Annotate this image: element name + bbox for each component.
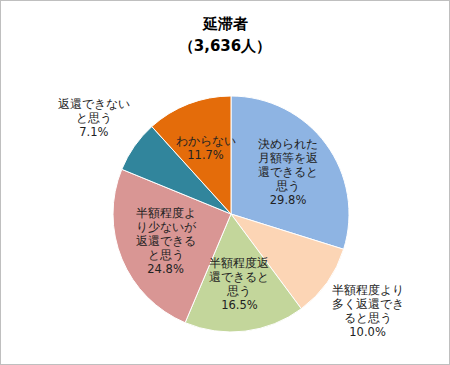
svg-text:半額程度より多く返還できると思う10.0%: 半額程度より多く返還できると思う10.0%	[332, 283, 404, 339]
html-text:（3,636人）: （3,636人）	[178, 37, 272, 55]
svg-text:わからない11.7%: わからない11.7%	[176, 134, 236, 162]
svg-text:返還できないと思う7.1%: 返還できないと思う7.1%	[58, 97, 130, 139]
html-text:延滞者: 延滞者	[202, 15, 248, 33]
svg-text:半額程度より少ないが返還できると思う24.8%: 半額程度より少ないが返還できると思う24.8%	[136, 206, 197, 276]
svg-text:決められた月額等を返還できると思う29.8%: 決められた月額等を返還できると思う29.8%	[258, 137, 318, 207]
svg-text:半額程度返還できると思う16.5%: 半額程度返還できると思う16.5%	[209, 256, 269, 312]
